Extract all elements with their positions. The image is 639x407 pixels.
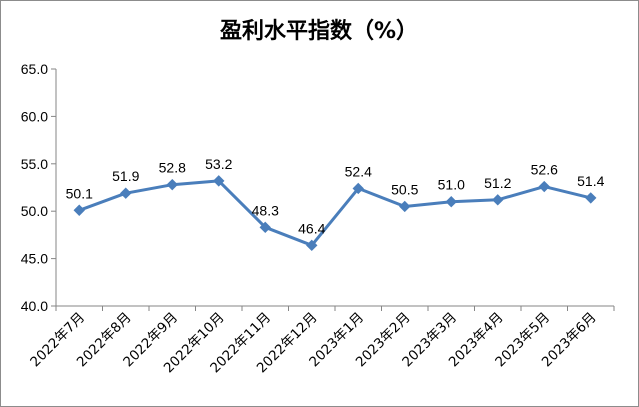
data-label: 53.2 bbox=[205, 156, 232, 172]
data-label: 52.8 bbox=[159, 160, 186, 176]
data-label: 50.5 bbox=[391, 181, 418, 197]
data-point bbox=[445, 196, 457, 208]
data-point bbox=[492, 194, 504, 206]
y-tick-label: 50.0 bbox=[21, 203, 48, 219]
y-tick-label: 60.0 bbox=[21, 108, 48, 124]
y-tick-label: 45.0 bbox=[21, 251, 48, 267]
data-point bbox=[213, 175, 225, 187]
series-line-group bbox=[78, 179, 592, 247]
data-label: 51.4 bbox=[577, 173, 604, 189]
data-markers bbox=[73, 175, 597, 252]
data-point bbox=[399, 200, 411, 213]
axes bbox=[55, 69, 614, 307]
y-tick-label: 65.0 bbox=[21, 61, 48, 77]
chart-title: 盈利水平指数（%） bbox=[219, 18, 418, 44]
data-label: 52.4 bbox=[345, 163, 372, 179]
data-point bbox=[259, 221, 271, 234]
data-point bbox=[306, 239, 318, 252]
data-point bbox=[585, 192, 597, 204]
data-point bbox=[352, 182, 364, 195]
data-label: 48.3 bbox=[252, 202, 279, 218]
data-point bbox=[73, 204, 85, 216]
data-labels: 50.1 51.9 52.8 53.2 48.3 46.4 52.4 50.5 51.0 51.2… bbox=[66, 156, 605, 236]
y-tick-label: 55.0 bbox=[21, 156, 48, 172]
data-label: 46.4 bbox=[298, 220, 325, 236]
data-label: 51.9 bbox=[112, 168, 139, 184]
data-point bbox=[538, 180, 550, 193]
data-label: 50.1 bbox=[66, 185, 93, 201]
y-axis-ticks: 40.0 45.0 50.0 55.0 60.0 65.0 bbox=[21, 61, 56, 314]
y-tick-label: 40.0 bbox=[21, 298, 48, 314]
data-point bbox=[166, 178, 178, 191]
data-point bbox=[120, 187, 132, 199]
data-label: 52.6 bbox=[531, 162, 558, 178]
x-axis-ticks: 2022年7月2022年8月2022年9月2022年10月2022年11月202… bbox=[27, 306, 615, 376]
series-line bbox=[78, 179, 592, 247]
data-label: 51.2 bbox=[484, 175, 511, 191]
data-label: 51.0 bbox=[438, 177, 465, 193]
